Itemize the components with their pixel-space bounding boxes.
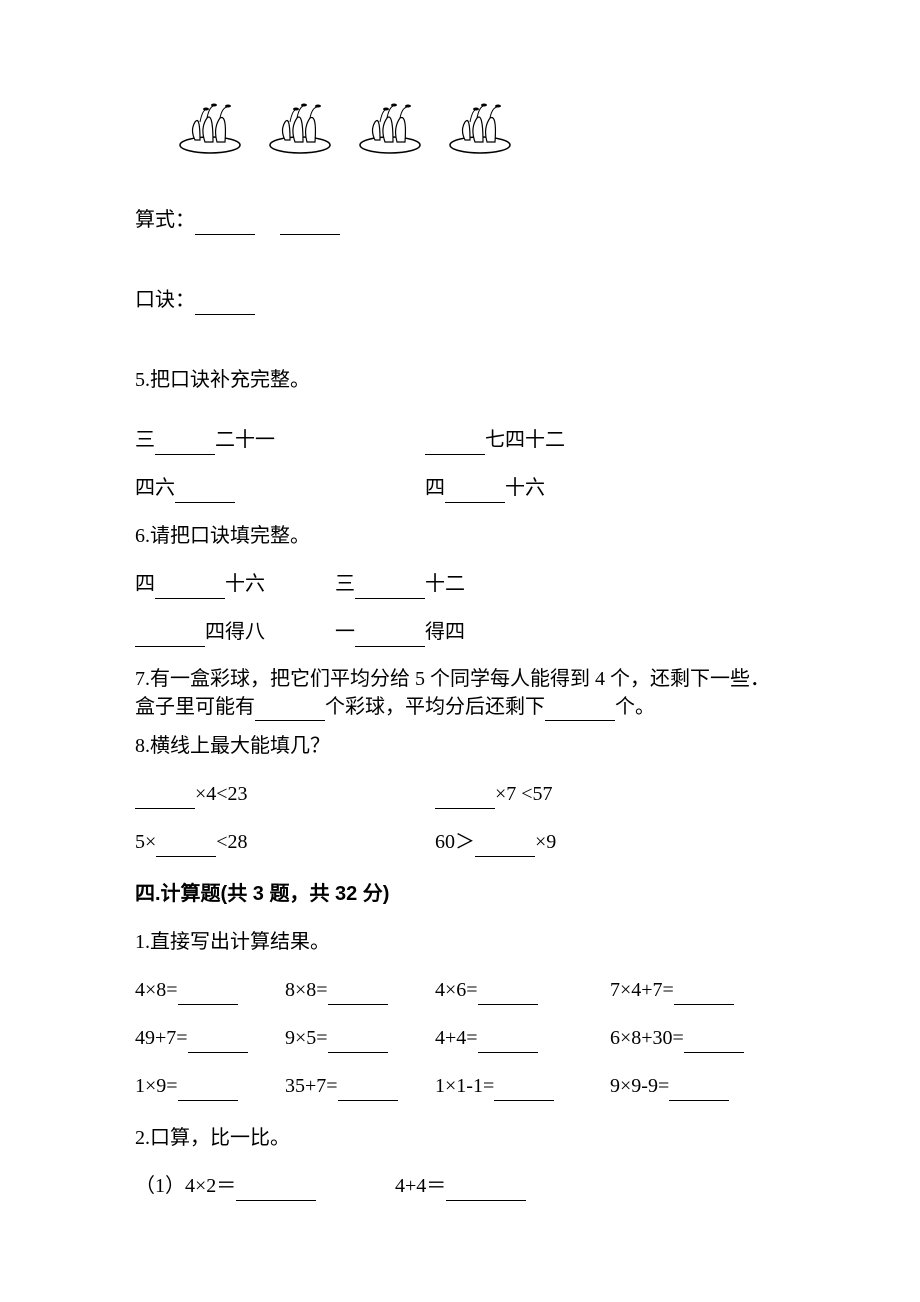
expr: 1×9= (135, 1075, 178, 1097)
q6-row1: 四 十六 三 十二 (135, 569, 785, 599)
text: 三 (335, 573, 355, 595)
blank (435, 786, 495, 809)
pear-plate-icon (445, 100, 515, 155)
expr: 7×4+7= (610, 979, 674, 1001)
text: ×4<23 (195, 783, 248, 805)
pear-plate-icon (355, 100, 425, 155)
blank (178, 982, 238, 1005)
blank (328, 982, 388, 1005)
blank (178, 1078, 238, 1101)
text: 四 (135, 573, 155, 595)
q5-row2: 四六 四 十六 (135, 473, 785, 503)
blank (478, 982, 538, 1005)
expr: 1×1-1= (435, 1075, 494, 1097)
q5-title: 5.把口诀补充完整。 (135, 365, 785, 395)
text: 60＞ (435, 831, 475, 853)
blank (475, 834, 535, 857)
s4-q1-title: 1.直接写出计算结果。 (135, 927, 785, 957)
q4-formula-row: 算式： (135, 205, 785, 235)
text: 十二 (425, 573, 465, 595)
text: 二十一 (215, 429, 275, 451)
text: ×9 (535, 831, 556, 853)
blank (684, 1030, 744, 1053)
expr: 4+4= (435, 1027, 478, 1049)
s4-q1-row2: 49+7= 9×5= 4+4= 6×8+30= (135, 1023, 785, 1053)
blank (338, 1078, 398, 1101)
text: 四 (425, 477, 445, 499)
q8-row2: 5× <28 60＞ ×9 (135, 827, 785, 857)
expr: 8×8= (285, 979, 328, 1001)
blank (446, 1178, 526, 1201)
pear-plate-icon (175, 100, 245, 155)
text: 一 (335, 621, 355, 643)
q8-row1: ×4<23 ×7 <57 (135, 779, 785, 809)
text: 十六 (225, 573, 265, 595)
expr: 9×5= (285, 1027, 328, 1049)
blank (355, 624, 425, 647)
blank (195, 292, 255, 315)
document-page: 算式： 口诀： 5.把口诀补充完整。 三二十一 七四十二 四六 四十六 6.请把… (0, 0, 920, 1271)
blank (156, 834, 216, 857)
formula-label: 算式： (135, 209, 195, 231)
blank (175, 480, 235, 503)
text: 5× (135, 831, 156, 853)
blank (494, 1078, 554, 1101)
text: 十六 (505, 477, 545, 499)
s4-q2-title: 2.口算，比一比。 (135, 1123, 785, 1153)
expr: 6×8+30= (610, 1027, 684, 1049)
q8-title: 8.横线上最大能填几？ (135, 731, 785, 761)
blank (355, 576, 425, 599)
blank (280, 212, 340, 235)
text: 四六 (135, 477, 175, 499)
blank (236, 1178, 316, 1201)
q7-row: 7.有一盒彩球，把它们平均分给 5 个同学每人能得到 4 个，还剩下一些．盒子里… (135, 665, 785, 721)
text: 四得八 (205, 621, 265, 643)
text: 得四 (425, 621, 465, 643)
blank (674, 982, 734, 1005)
blank (425, 432, 485, 455)
expr: 9×9-9= (610, 1075, 669, 1097)
expr: 4×6= (435, 979, 478, 1001)
expr: 4+4＝ (395, 1175, 446, 1197)
expr: 35+7= (285, 1075, 338, 1097)
blank (445, 480, 505, 503)
blank (478, 1030, 538, 1053)
blank (328, 1030, 388, 1053)
expr: 4×8= (135, 979, 178, 1001)
pear-plate-icon (265, 100, 335, 155)
section4-header: 四.计算题(共 3 题，共 32 分) (135, 879, 785, 909)
blank (135, 786, 195, 809)
text: 个。 (615, 696, 655, 718)
text: 三 (135, 429, 155, 451)
blank (188, 1030, 248, 1053)
blank (669, 1078, 729, 1101)
blank (255, 698, 325, 721)
text: 七四十二 (485, 429, 565, 451)
expr: 49+7= (135, 1027, 188, 1049)
blank (195, 212, 255, 235)
expr: （1）4×2＝ (135, 1175, 236, 1197)
text: 个彩球，平均分后还剩下 (325, 696, 545, 718)
q6-row2: 四得八 一 得四 (135, 617, 785, 647)
s4-q1-row3: 1×9= 35+7= 1×1-1= 9×9-9= (135, 1071, 785, 1101)
s4-q1-row1: 4×8= 8×8= 4×6= 7×4+7= (135, 975, 785, 1005)
text: <28 (216, 831, 247, 853)
pear-image-row (175, 100, 785, 155)
blank (155, 576, 225, 599)
q5-row1: 三 二十一 七四十二 (135, 425, 785, 455)
text: ×7 <57 (495, 783, 553, 805)
s4-q2-row1: （1）4×2＝ 4+4＝ (135, 1171, 785, 1201)
blank (155, 432, 215, 455)
rhyme-label: 口诀： (135, 289, 195, 311)
q4-rhyme-row: 口诀： (135, 285, 785, 315)
blank (545, 698, 615, 721)
blank (135, 624, 205, 647)
q6-title: 6.请把口诀填完整。 (135, 521, 785, 551)
